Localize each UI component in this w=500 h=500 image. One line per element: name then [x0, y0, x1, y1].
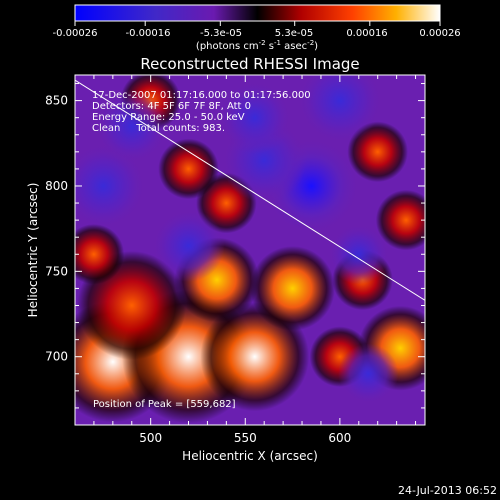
solar-limb-line [75, 79, 425, 301]
positive-emission-blob [250, 246, 335, 331]
negative-emission-blob [218, 81, 292, 155]
positive-emission-blob [375, 189, 425, 251]
negative-emission-blob [152, 209, 225, 283]
y-tick-label: 850 [45, 94, 68, 108]
y-tick-label: 800 [45, 179, 68, 193]
plot-frame [74, 74, 426, 426]
annotation-detectors: Detectors: 4F 5F 6F 7F 8F, Att 0 [92, 101, 251, 112]
x-tick-label: 500 [139, 431, 162, 445]
annotation-time: 17-Dec-2007 01:17:16.000 to 01:17:56.000 [92, 90, 311, 101]
colorbar-tick-label: 0.00026 [419, 28, 460, 39]
annotation-clean: Clean Total counts: 983. [92, 123, 225, 134]
positive-emission-blob [200, 302, 310, 412]
colorbar-tick-label: -5.3e-05 [200, 28, 242, 39]
colorbar-tick-label: -0.00026 [53, 28, 98, 39]
chart-title: Reconstructed RHESSI Image [140, 55, 359, 73]
negative-emission-blob [297, 75, 383, 143]
axis-ticks [74, 75, 425, 426]
colorbar-ticks [74, 21, 441, 26]
x-tick-label: 600 [328, 431, 351, 445]
positive-emission-blob [158, 138, 219, 200]
colorbar [74, 4, 441, 22]
colorbar-label: (photons cm-2 s-1 asec-2) [196, 39, 318, 52]
heatmap-area [75, 75, 425, 425]
y-axis-title: Heliocentric Y (arcsec) [26, 183, 40, 318]
positive-emission-blob [75, 224, 125, 285]
positive-emission-blob [347, 121, 408, 183]
y-tick-label: 750 [45, 264, 68, 278]
y-tick-label: 700 [45, 350, 68, 364]
footer-date: 24-Jul-2013 06:52 [398, 484, 497, 497]
peak-position-label: Position of Peak = [559,682] [93, 399, 236, 410]
annotation-energy: Energy Range: 25.0 - 50.0 keV [92, 112, 245, 123]
negative-emission-blob [95, 89, 169, 163]
colorbar-tick-label: 0.00016 [346, 28, 387, 39]
x-tick-label: 550 [234, 431, 257, 445]
negative-emission-blob [328, 223, 390, 285]
colorbar-tick-label: -0.00016 [126, 28, 171, 39]
negative-emission-blob [75, 143, 146, 229]
x-axis-title: Heliocentric X (arcsec) [182, 449, 318, 463]
colorbar-tick-label: 5.3e-05 [275, 28, 313, 39]
negative-emission-blob [337, 343, 399, 405]
heatmap-blobs [75, 75, 425, 424]
